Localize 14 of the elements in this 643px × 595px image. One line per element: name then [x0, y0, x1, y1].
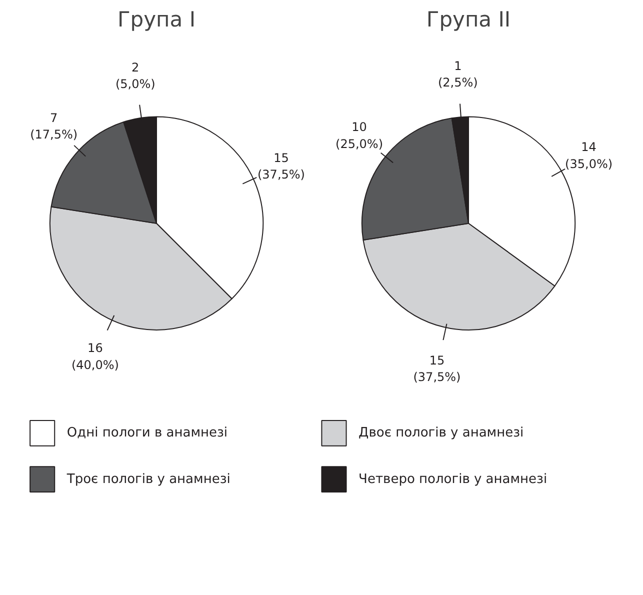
data-label: 10 (25,0%) [336, 120, 384, 151]
legend-label: Двоє пологів у анамнезі [358, 426, 524, 441]
chart-title: Група I [117, 8, 196, 32]
data-label: 2 (5,0%) [115, 60, 156, 92]
data-label: 16 (40,0%) [71, 341, 119, 372]
data-label: 15 (37,5%) [413, 353, 461, 384]
legend-label: Одні пологи в анамнезі [66, 426, 228, 441]
legend-label: Четверо пологів у анамнезі [358, 472, 548, 487]
chart-title: Група II [426, 8, 511, 32]
data-label: 1 (2,5%) [438, 58, 478, 90]
data-label: 14 (35,0%) [565, 140, 613, 171]
legend-label: Троє пологів у анамнезі [66, 472, 230, 487]
data-label: 15 (37,5%) [257, 150, 305, 182]
data-label: 7 (17,5%) [30, 110, 78, 142]
